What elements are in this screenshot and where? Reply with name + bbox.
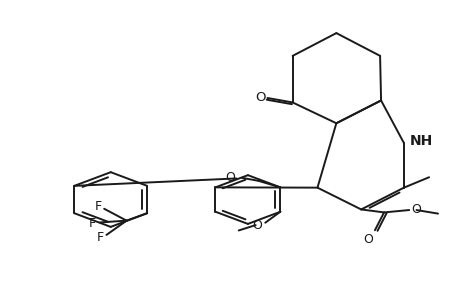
Text: O: O <box>225 171 235 184</box>
Text: O: O <box>363 232 373 246</box>
Text: F: F <box>88 217 95 230</box>
Text: NH: NH <box>409 134 432 148</box>
Text: O: O <box>410 203 420 216</box>
Text: F: F <box>96 231 103 244</box>
Text: O: O <box>252 220 262 232</box>
Text: F: F <box>94 200 101 213</box>
Text: O: O <box>255 91 265 103</box>
